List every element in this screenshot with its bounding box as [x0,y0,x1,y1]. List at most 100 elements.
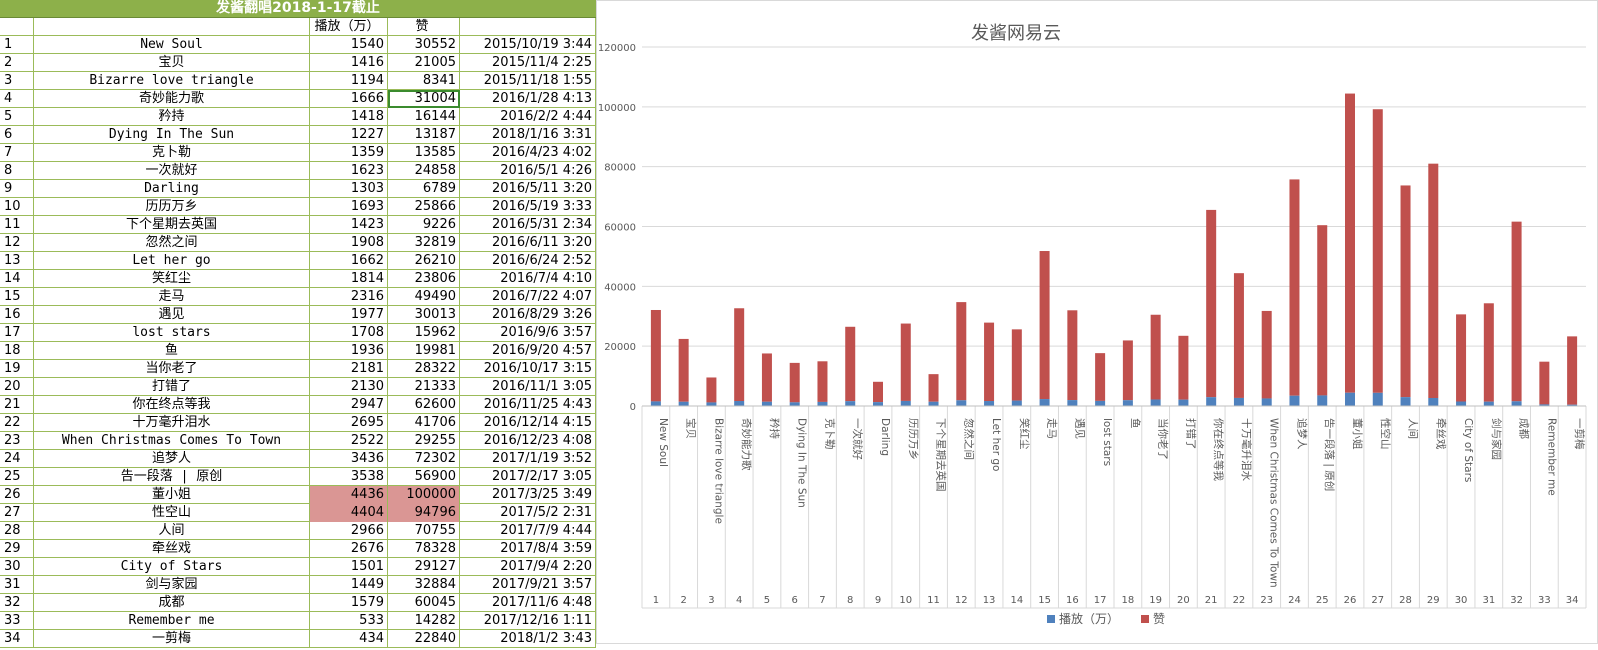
play-count-cell[interactable]: 2947 [310,396,388,414]
row-index-cell[interactable]: 8 [0,162,34,180]
play-count-cell[interactable]: 1814 [310,270,388,288]
table-row[interactable]: 20 打错了 2130 21333 2016/11/1 3:05 [0,378,596,396]
row-index-cell[interactable]: 9 [0,180,34,198]
publish-date-cell[interactable]: 2015/10/19 3:44 [460,36,596,54]
publish-date-cell[interactable]: 2015/11/18 1:55 [460,72,596,90]
play-count-cell[interactable]: 2181 [310,360,388,378]
song-name-cell[interactable]: 打错了 [34,378,310,396]
publish-date-cell[interactable]: 2017/3/25 3:49 [460,486,596,504]
publish-date-cell[interactable]: 2018/1/2 3:43 [460,630,596,648]
publish-date-cell[interactable]: 2016/5/19 3:33 [460,198,596,216]
row-index-cell[interactable]: 33 [0,612,34,630]
publish-date-cell[interactable]: 2016/2/2 4:44 [460,108,596,126]
likes-cell[interactable]: 13187 [388,126,460,144]
row-index-cell[interactable]: 21 [0,396,34,414]
song-name-cell[interactable]: Darling [34,180,310,198]
song-name-cell[interactable]: 鱼 [34,342,310,360]
likes-cell[interactable]: 14282 [388,612,460,630]
song-name-cell[interactable]: 剑与家园 [34,576,310,594]
publish-date-cell[interactable]: 2017/8/4 3:59 [460,540,596,558]
publish-date-cell[interactable]: 2017/7/9 4:44 [460,522,596,540]
publish-date-cell[interactable]: 2017/2/17 3:05 [460,468,596,486]
song-name-cell[interactable]: 你在终点等我 [34,396,310,414]
play-count-cell[interactable]: 3538 [310,468,388,486]
likes-cell[interactable]: 28322 [388,360,460,378]
row-index-cell[interactable]: 5 [0,108,34,126]
likes-cell[interactable]: 94796 [388,504,460,522]
likes-cell[interactable]: 26210 [388,252,460,270]
likes-cell[interactable]: 41706 [388,414,460,432]
likes-cell[interactable]: 29255 [388,432,460,450]
header-cell-e[interactable] [460,18,596,36]
row-index-cell[interactable]: 16 [0,306,34,324]
play-count-cell[interactable]: 1359 [310,144,388,162]
likes-cell[interactable]: 8341 [388,72,460,90]
publish-date-cell[interactable]: 2016/12/23 4:08 [460,432,596,450]
table-row[interactable]: 4 奇妙能力歌 1666 31004 2016/1/28 4:13 [0,90,596,108]
row-index-cell[interactable]: 34 [0,630,34,648]
publish-date-cell[interactable]: 2016/6/24 2:52 [460,252,596,270]
header-play-count[interactable]: 播放（万） [310,18,388,36]
likes-cell[interactable]: 25866 [388,198,460,216]
row-index-cell[interactable]: 3 [0,72,34,90]
play-count-cell[interactable]: 1708 [310,324,388,342]
header-likes[interactable]: 赞 [388,18,460,36]
row-index-cell[interactable]: 23 [0,432,34,450]
song-name-cell[interactable]: Remember me [34,612,310,630]
row-index-cell[interactable]: 15 [0,288,34,306]
publish-date-cell[interactable]: 2018/1/16 3:31 [460,126,596,144]
likes-cell[interactable]: 21005 [388,54,460,72]
song-name-cell[interactable]: 下个星期去英国 [34,216,310,234]
song-name-cell[interactable]: 笑红尘 [34,270,310,288]
table-row[interactable]: 3 Bizarre love triangle 1194 8341 2015/11/18… [0,72,596,90]
row-index-cell[interactable]: 30 [0,558,34,576]
table-row[interactable]: 26 董小姐 4436 100000 2017/3/25 3:49 [0,486,596,504]
play-count-cell[interactable]: 1194 [310,72,388,90]
publish-date-cell[interactable]: 2016/6/11 3:20 [460,234,596,252]
publish-date-cell[interactable]: 2016/7/4 4:10 [460,270,596,288]
likes-cell[interactable]: 24858 [388,162,460,180]
table-row[interactable]: 15 走马 2316 49490 2016/7/22 4:07 [0,288,596,306]
likes-cell[interactable]: 32819 [388,234,460,252]
song-name-cell[interactable]: New Soul [34,36,310,54]
play-count-cell[interactable]: 4404 [310,504,388,522]
song-name-cell[interactable]: 克卜勒 [34,144,310,162]
publish-date-cell[interactable]: 2017/9/4 2:20 [460,558,596,576]
row-index-cell[interactable]: 31 [0,576,34,594]
publish-date-cell[interactable]: 2017/12/16 1:11 [460,612,596,630]
table-row[interactable]: 19 当你老了 2181 28322 2016/10/17 3:15 [0,360,596,378]
play-count-cell[interactable]: 2676 [310,540,388,558]
play-count-cell[interactable]: 533 [310,612,388,630]
row-index-cell[interactable]: 13 [0,252,34,270]
publish-date-cell[interactable]: 2016/11/1 3:05 [460,378,596,396]
play-count-cell[interactable]: 1579 [310,594,388,612]
table-row[interactable]: 7 克卜勒 1359 13585 2016/4/23 4:02 [0,144,596,162]
row-index-cell[interactable]: 28 [0,522,34,540]
likes-cell[interactable]: 21333 [388,378,460,396]
play-count-cell[interactable]: 2695 [310,414,388,432]
publish-date-cell[interactable]: 2016/5/1 4:26 [460,162,596,180]
song-name-cell[interactable]: Let her go [34,252,310,270]
likes-cell[interactable]: 78328 [388,540,460,558]
table-row[interactable]: 12 忽然之间 1908 32819 2016/6/11 3:20 [0,234,596,252]
song-name-cell[interactable]: 牵丝戏 [34,540,310,558]
song-name-cell[interactable]: 历历万乡 [34,198,310,216]
play-count-cell[interactable]: 1423 [310,216,388,234]
likes-cell[interactable]: 29127 [388,558,460,576]
table-row[interactable]: 5 矜持 1418 16144 2016/2/2 4:44 [0,108,596,126]
publish-date-cell[interactable]: 2016/4/23 4:02 [460,144,596,162]
publish-date-cell[interactable]: 2016/9/6 3:57 [460,324,596,342]
publish-date-cell[interactable]: 2017/11/6 4:48 [460,594,596,612]
table-row[interactable]: 34 一剪梅 434 22840 2018/1/2 3:43 [0,630,596,648]
header-cell-b[interactable] [34,18,310,36]
likes-cell[interactable]: 16144 [388,108,460,126]
table-row[interactable]: 11 下个星期去英国 1423 9226 2016/5/31 2:34 [0,216,596,234]
song-name-cell[interactable]: Dying In The Sun [34,126,310,144]
spreadsheet[interactable]: 发酱翻唱2018-1-17截止 播放（万） 赞 1 New Soul 1540 305… [0,0,596,650]
table-row[interactable]: 16 遇见 1977 30013 2016/8/29 3:26 [0,306,596,324]
row-index-cell[interactable]: 1 [0,36,34,54]
table-row[interactable]: 13 Let her go 1662 26210 2016/6/24 2:52 [0,252,596,270]
table-row[interactable]: 14 笑红尘 1814 23806 2016/7/4 4:10 [0,270,596,288]
play-count-cell[interactable]: 1227 [310,126,388,144]
table-row[interactable]: 1 New Soul 1540 30552 2015/10/19 3:44 [0,36,596,54]
